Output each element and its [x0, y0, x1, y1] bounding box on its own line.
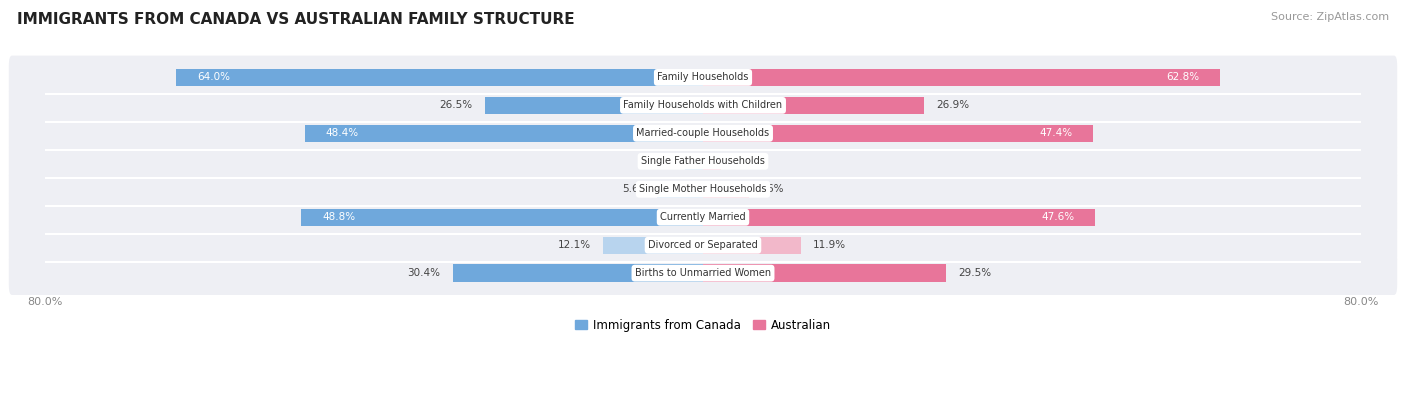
- Text: Single Mother Households: Single Mother Households: [640, 184, 766, 194]
- Text: Family Households with Children: Family Households with Children: [623, 100, 783, 110]
- FancyBboxPatch shape: [8, 167, 1398, 211]
- FancyBboxPatch shape: [8, 84, 1398, 127]
- FancyBboxPatch shape: [8, 56, 1398, 99]
- Text: 12.1%: 12.1%: [558, 240, 591, 250]
- Bar: [703, 97, 924, 114]
- Legend: Immigrants from Canada, Australian: Immigrants from Canada, Australian: [571, 314, 835, 337]
- Text: Married-couple Households: Married-couple Households: [637, 128, 769, 138]
- Text: 5.6%: 5.6%: [758, 184, 783, 194]
- Bar: [603, 237, 703, 254]
- Text: 62.8%: 62.8%: [1166, 72, 1199, 83]
- Text: 26.9%: 26.9%: [936, 100, 970, 110]
- FancyBboxPatch shape: [8, 139, 1398, 183]
- Bar: [703, 69, 1220, 86]
- Bar: [703, 181, 749, 198]
- Text: 2.2%: 2.2%: [730, 156, 756, 166]
- Text: Source: ZipAtlas.com: Source: ZipAtlas.com: [1271, 12, 1389, 22]
- Text: Currently Married: Currently Married: [661, 212, 745, 222]
- Bar: [176, 69, 703, 86]
- Text: 5.6%: 5.6%: [623, 184, 648, 194]
- Text: IMMIGRANTS FROM CANADA VS AUSTRALIAN FAMILY STRUCTURE: IMMIGRANTS FROM CANADA VS AUSTRALIAN FAM…: [17, 12, 575, 27]
- Text: 47.4%: 47.4%: [1039, 128, 1073, 138]
- FancyBboxPatch shape: [8, 224, 1398, 267]
- Text: 47.6%: 47.6%: [1040, 212, 1074, 222]
- Bar: [485, 97, 703, 114]
- Bar: [703, 125, 1092, 142]
- Text: 30.4%: 30.4%: [408, 268, 440, 278]
- Text: 11.9%: 11.9%: [813, 240, 846, 250]
- Bar: [657, 181, 703, 198]
- Text: 48.8%: 48.8%: [322, 212, 356, 222]
- Bar: [453, 265, 703, 282]
- Text: Divorced or Separated: Divorced or Separated: [648, 240, 758, 250]
- Bar: [703, 152, 721, 170]
- Text: 64.0%: 64.0%: [197, 72, 231, 83]
- FancyBboxPatch shape: [8, 111, 1398, 155]
- Bar: [703, 237, 801, 254]
- Text: Family Households: Family Households: [658, 72, 748, 83]
- Text: Births to Unmarried Women: Births to Unmarried Women: [636, 268, 770, 278]
- Bar: [305, 125, 703, 142]
- Bar: [301, 209, 703, 226]
- Bar: [685, 152, 703, 170]
- Text: 48.4%: 48.4%: [325, 128, 359, 138]
- Text: 26.5%: 26.5%: [440, 100, 472, 110]
- FancyBboxPatch shape: [8, 196, 1398, 239]
- Text: Single Father Households: Single Father Households: [641, 156, 765, 166]
- FancyBboxPatch shape: [8, 251, 1398, 295]
- Bar: [703, 209, 1095, 226]
- Bar: [703, 265, 946, 282]
- Text: 29.5%: 29.5%: [957, 268, 991, 278]
- Text: 2.2%: 2.2%: [650, 156, 676, 166]
